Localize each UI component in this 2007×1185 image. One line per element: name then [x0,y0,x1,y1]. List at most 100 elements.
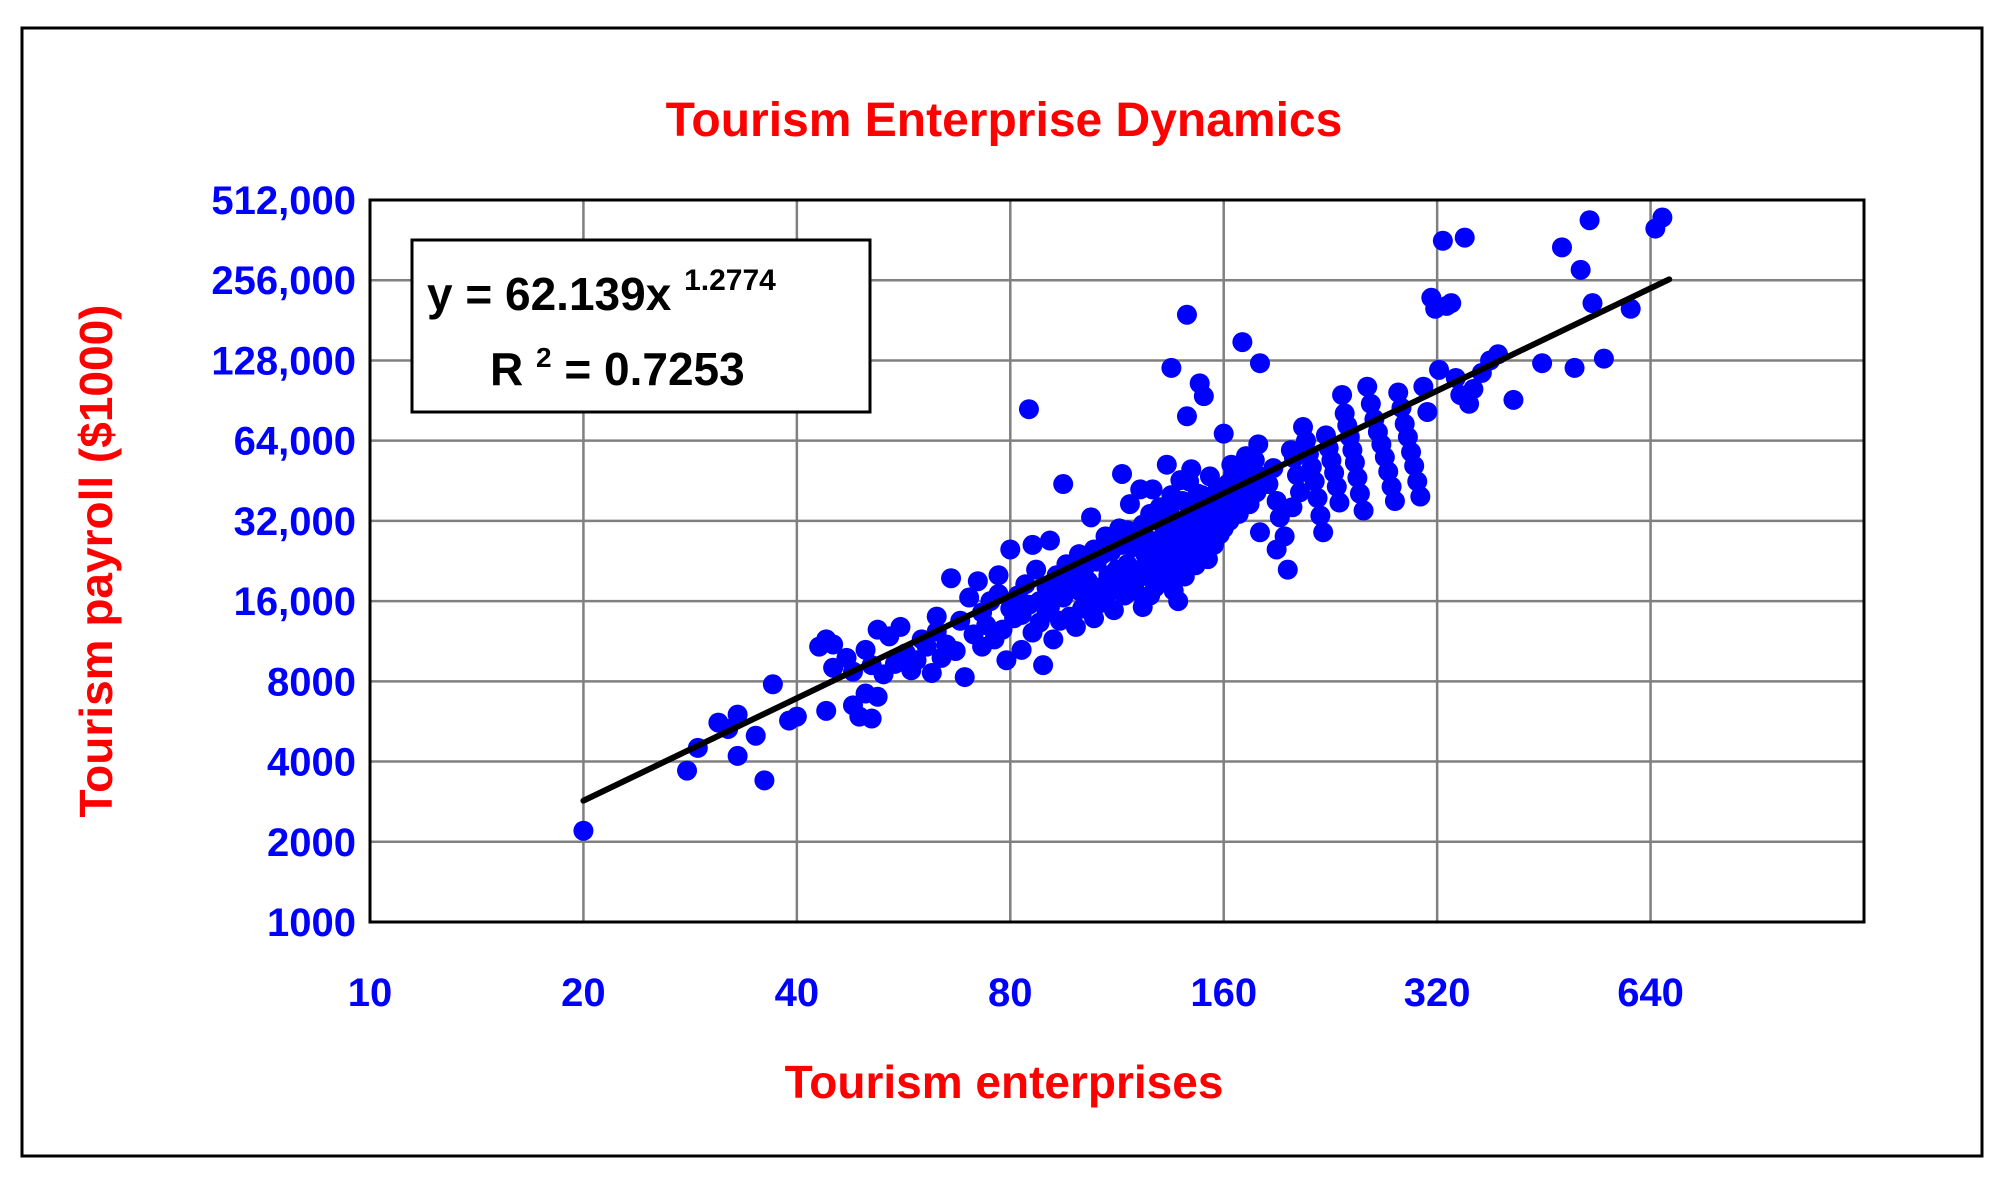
data-point [855,639,876,660]
data-point [1384,490,1405,511]
data-point [954,667,975,688]
data-point [727,704,748,725]
data-point [1579,210,1600,231]
trendline-equation: y = 62.139x 1.2774 [427,264,776,320]
data-point [959,587,980,608]
data-point [926,606,947,627]
data-point [1026,559,1047,580]
data-point [1161,357,1182,378]
data-point [996,650,1017,671]
data-point [1290,482,1311,503]
data-point [1353,500,1374,521]
data-point [816,700,837,721]
data-point [916,636,937,657]
data-point [1532,353,1553,374]
equation-exponent: 1.2774 [684,264,776,297]
data-point [1258,474,1279,495]
data-point [1244,450,1265,471]
data-point [1417,401,1438,422]
data-point [906,650,927,671]
r-squared: R 2 = 0.7253 [490,325,745,395]
data-point [1360,393,1381,414]
y-tick-label: 16,000 [234,580,356,624]
r-squared-value: = 0.7253 [564,343,744,395]
data-point [1053,474,1074,495]
data-point [890,616,911,637]
data-point [1432,230,1453,251]
x-axis-ticks: 10 20 40 80 160 320 640 [348,971,1684,1015]
data-point [1349,483,1370,504]
r-squared-superscript: 2 [536,342,552,373]
y-tick-label: 256,000 [211,259,356,303]
x-axis-title: Tourism enterprises [785,1056,1224,1108]
data-point [867,686,888,707]
data-point [1221,454,1242,475]
data-point [1593,348,1614,369]
y-tick-label: 512,000 [211,179,356,223]
data-point [1152,554,1173,575]
data-point [1018,399,1039,420]
data-point [1119,494,1140,515]
data-point [1357,376,1378,397]
plot-area-border [368,198,1866,924]
data-point [1313,522,1334,543]
data-point [1441,293,1462,314]
data-point [1266,539,1287,560]
equation-box: y = 62.139x 1.2774 R 2 = 0.7253 [410,238,872,414]
data-point [1130,479,1151,500]
data-point [1185,555,1206,576]
data-point [1161,485,1182,506]
data-point [1127,568,1148,589]
data-point [1043,629,1064,650]
x-tick-label: 10 [348,971,393,1015]
data-point [921,662,942,683]
data-point [727,745,748,766]
data-point [1463,379,1484,400]
r-squared-prefix: R [490,343,523,395]
data-point [967,571,988,592]
data-point [1503,389,1524,410]
y-tick-label: 2000 [267,821,356,865]
data-point [823,634,844,655]
data-point [1065,616,1086,637]
y-axis-title: Tourism payroll ($1000) [70,305,122,818]
x-tick-label: 80 [988,971,1033,1015]
data-point [1388,382,1409,403]
data-point [1112,463,1133,484]
y-tick-label: 128,000 [211,339,356,383]
data-point [1652,207,1673,228]
data-point [573,820,594,841]
data-point [1140,585,1161,606]
data-point [1307,487,1328,508]
y-tick-label: 8000 [267,660,356,704]
data-point [1266,490,1287,511]
data-point [1582,293,1603,314]
data-point [1310,505,1331,526]
data-point [1168,591,1189,612]
data-point [1181,459,1202,480]
data-point [1033,655,1054,676]
data-point [1410,486,1431,507]
data-point [1551,237,1572,258]
data-point [1332,384,1353,405]
data-point [1249,353,1270,374]
data-point [1407,471,1428,492]
data-point [1326,476,1347,497]
y-axis-ticks: 1000 2000 4000 8000 16,000 32,000 64,000 128,00… [211,179,356,945]
data-point [861,708,882,729]
data-point [1103,600,1124,621]
x-tick-label: 160 [1190,971,1257,1015]
data-point [1156,454,1177,475]
data-point [1620,298,1641,319]
x-tick-label: 40 [775,971,820,1015]
data-point [1287,465,1308,486]
data-points [573,207,1673,841]
y-tick-label: 64,000 [234,420,356,464]
data-point [1304,471,1325,492]
data-point [1454,227,1475,248]
data-point [1022,534,1043,555]
data-point [1011,639,1032,660]
data-point [1429,359,1450,380]
y-tick-label: 32,000 [234,500,356,544]
